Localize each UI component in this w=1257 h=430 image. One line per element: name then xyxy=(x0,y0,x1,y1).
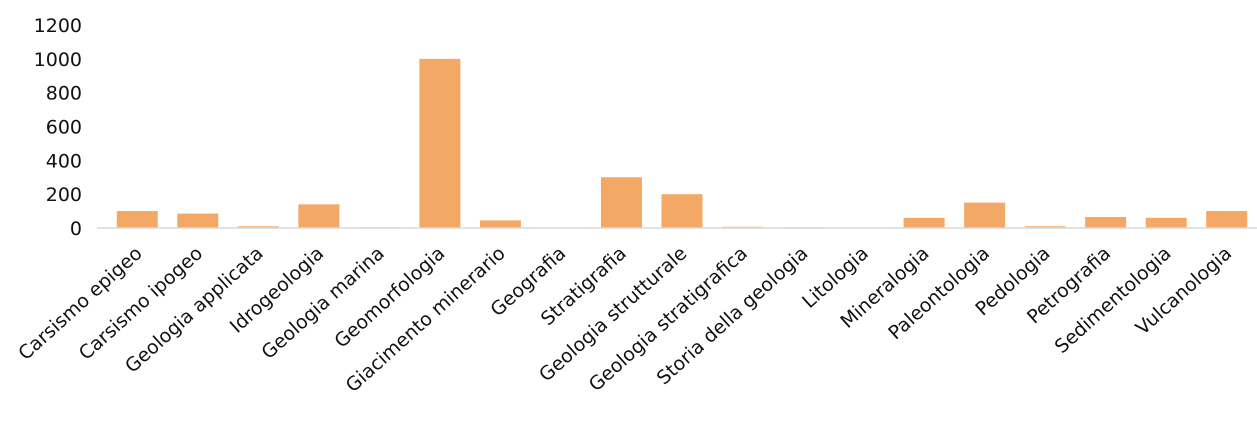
y-axis: 0 200 400 600 800 1000 1200 xyxy=(34,15,82,240)
y-tick-label: 1000 xyxy=(34,49,82,71)
bar xyxy=(1146,218,1187,228)
y-tick-label: 200 xyxy=(46,184,82,206)
bar xyxy=(601,177,642,228)
bar-series xyxy=(117,59,1247,228)
bar xyxy=(480,220,521,228)
bar xyxy=(1206,211,1247,228)
bar xyxy=(904,218,945,228)
bar xyxy=(964,203,1005,228)
y-tick-label: 800 xyxy=(46,83,82,105)
bar xyxy=(117,211,158,228)
bar xyxy=(1085,217,1126,228)
bar xyxy=(177,214,218,228)
bar xyxy=(419,59,460,228)
y-tick-label: 0 xyxy=(70,218,82,240)
bar xyxy=(298,204,339,228)
bar xyxy=(662,194,703,228)
y-tick-label: 1200 xyxy=(34,15,82,37)
y-tick-label: 400 xyxy=(46,150,82,172)
y-tick-label: 600 xyxy=(46,117,82,139)
